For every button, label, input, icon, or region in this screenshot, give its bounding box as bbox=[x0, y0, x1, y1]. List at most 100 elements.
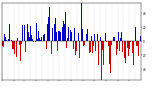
Bar bbox=[74, 28, 75, 41]
Bar bbox=[116, 41, 117, 55]
Bar bbox=[134, 41, 135, 55]
Bar bbox=[110, 41, 111, 73]
Bar bbox=[21, 41, 22, 44]
Bar bbox=[109, 41, 110, 64]
Bar bbox=[4, 34, 5, 41]
Bar bbox=[112, 41, 113, 54]
Bar bbox=[30, 26, 31, 41]
Bar bbox=[135, 27, 136, 41]
Bar bbox=[130, 41, 131, 42]
Bar bbox=[22, 25, 23, 41]
Bar bbox=[51, 41, 52, 54]
Bar bbox=[104, 29, 105, 41]
Bar bbox=[96, 40, 97, 41]
Bar bbox=[68, 27, 69, 41]
Bar bbox=[86, 34, 87, 41]
Bar bbox=[80, 34, 81, 41]
Bar bbox=[12, 41, 13, 49]
Bar bbox=[85, 13, 86, 41]
Bar bbox=[84, 41, 85, 45]
Bar bbox=[125, 41, 126, 63]
Bar bbox=[43, 35, 44, 41]
Bar bbox=[2, 41, 3, 46]
Bar bbox=[91, 36, 92, 41]
Bar bbox=[25, 41, 26, 52]
Bar bbox=[93, 41, 94, 46]
Bar bbox=[132, 41, 133, 53]
Bar bbox=[9, 24, 10, 41]
Bar bbox=[27, 24, 28, 41]
Bar bbox=[6, 40, 7, 41]
Bar bbox=[17, 38, 18, 41]
Bar bbox=[24, 25, 25, 41]
Bar bbox=[15, 41, 16, 56]
Bar bbox=[108, 41, 109, 46]
Bar bbox=[79, 41, 80, 58]
Bar bbox=[67, 38, 68, 41]
Bar bbox=[3, 41, 4, 47]
Bar bbox=[14, 41, 15, 54]
Bar bbox=[18, 41, 19, 44]
Bar bbox=[41, 37, 42, 41]
Bar bbox=[94, 34, 95, 41]
Bar bbox=[81, 0, 82, 41]
Bar bbox=[113, 37, 114, 41]
Bar bbox=[59, 31, 60, 41]
Bar bbox=[122, 41, 123, 52]
Bar bbox=[101, 41, 102, 87]
Bar bbox=[131, 41, 132, 57]
Bar bbox=[137, 41, 138, 46]
Bar bbox=[140, 36, 141, 41]
Bar bbox=[76, 41, 77, 51]
Bar bbox=[16, 41, 17, 57]
Bar bbox=[38, 31, 39, 41]
Bar bbox=[102, 41, 103, 50]
Bar bbox=[88, 41, 89, 52]
Bar bbox=[100, 37, 101, 41]
Bar bbox=[62, 27, 63, 41]
Bar bbox=[11, 40, 12, 41]
Bar bbox=[75, 41, 76, 55]
Bar bbox=[33, 41, 34, 42]
Bar bbox=[83, 41, 84, 46]
Bar bbox=[107, 41, 108, 55]
Bar bbox=[54, 24, 55, 41]
Bar bbox=[98, 41, 99, 65]
Bar bbox=[90, 41, 91, 52]
Bar bbox=[89, 41, 90, 53]
Bar bbox=[111, 41, 112, 45]
Bar bbox=[136, 41, 137, 46]
Bar bbox=[35, 41, 36, 42]
Bar bbox=[99, 30, 100, 41]
Bar bbox=[8, 39, 9, 41]
Bar bbox=[13, 41, 14, 49]
Bar bbox=[87, 29, 88, 41]
Bar bbox=[92, 41, 93, 53]
Bar bbox=[106, 41, 107, 42]
Bar bbox=[44, 34, 45, 41]
Bar bbox=[73, 41, 74, 49]
Bar bbox=[36, 23, 37, 41]
Bar bbox=[46, 41, 47, 49]
Bar bbox=[95, 41, 96, 51]
Bar bbox=[57, 41, 58, 51]
Bar bbox=[82, 29, 83, 41]
Bar bbox=[71, 32, 72, 41]
Bar bbox=[77, 41, 78, 54]
Bar bbox=[114, 37, 115, 41]
Bar bbox=[129, 41, 130, 49]
Bar bbox=[19, 41, 20, 45]
Bar bbox=[133, 41, 134, 65]
Bar bbox=[49, 7, 50, 41]
Bar bbox=[126, 38, 127, 41]
Bar bbox=[70, 30, 71, 41]
Bar bbox=[52, 28, 53, 41]
Bar bbox=[123, 41, 124, 50]
Bar bbox=[117, 41, 118, 49]
Bar bbox=[119, 41, 120, 51]
Bar bbox=[78, 33, 79, 41]
Bar bbox=[121, 32, 122, 41]
Bar bbox=[103, 41, 104, 65]
Bar bbox=[128, 41, 129, 56]
Bar bbox=[124, 41, 125, 58]
